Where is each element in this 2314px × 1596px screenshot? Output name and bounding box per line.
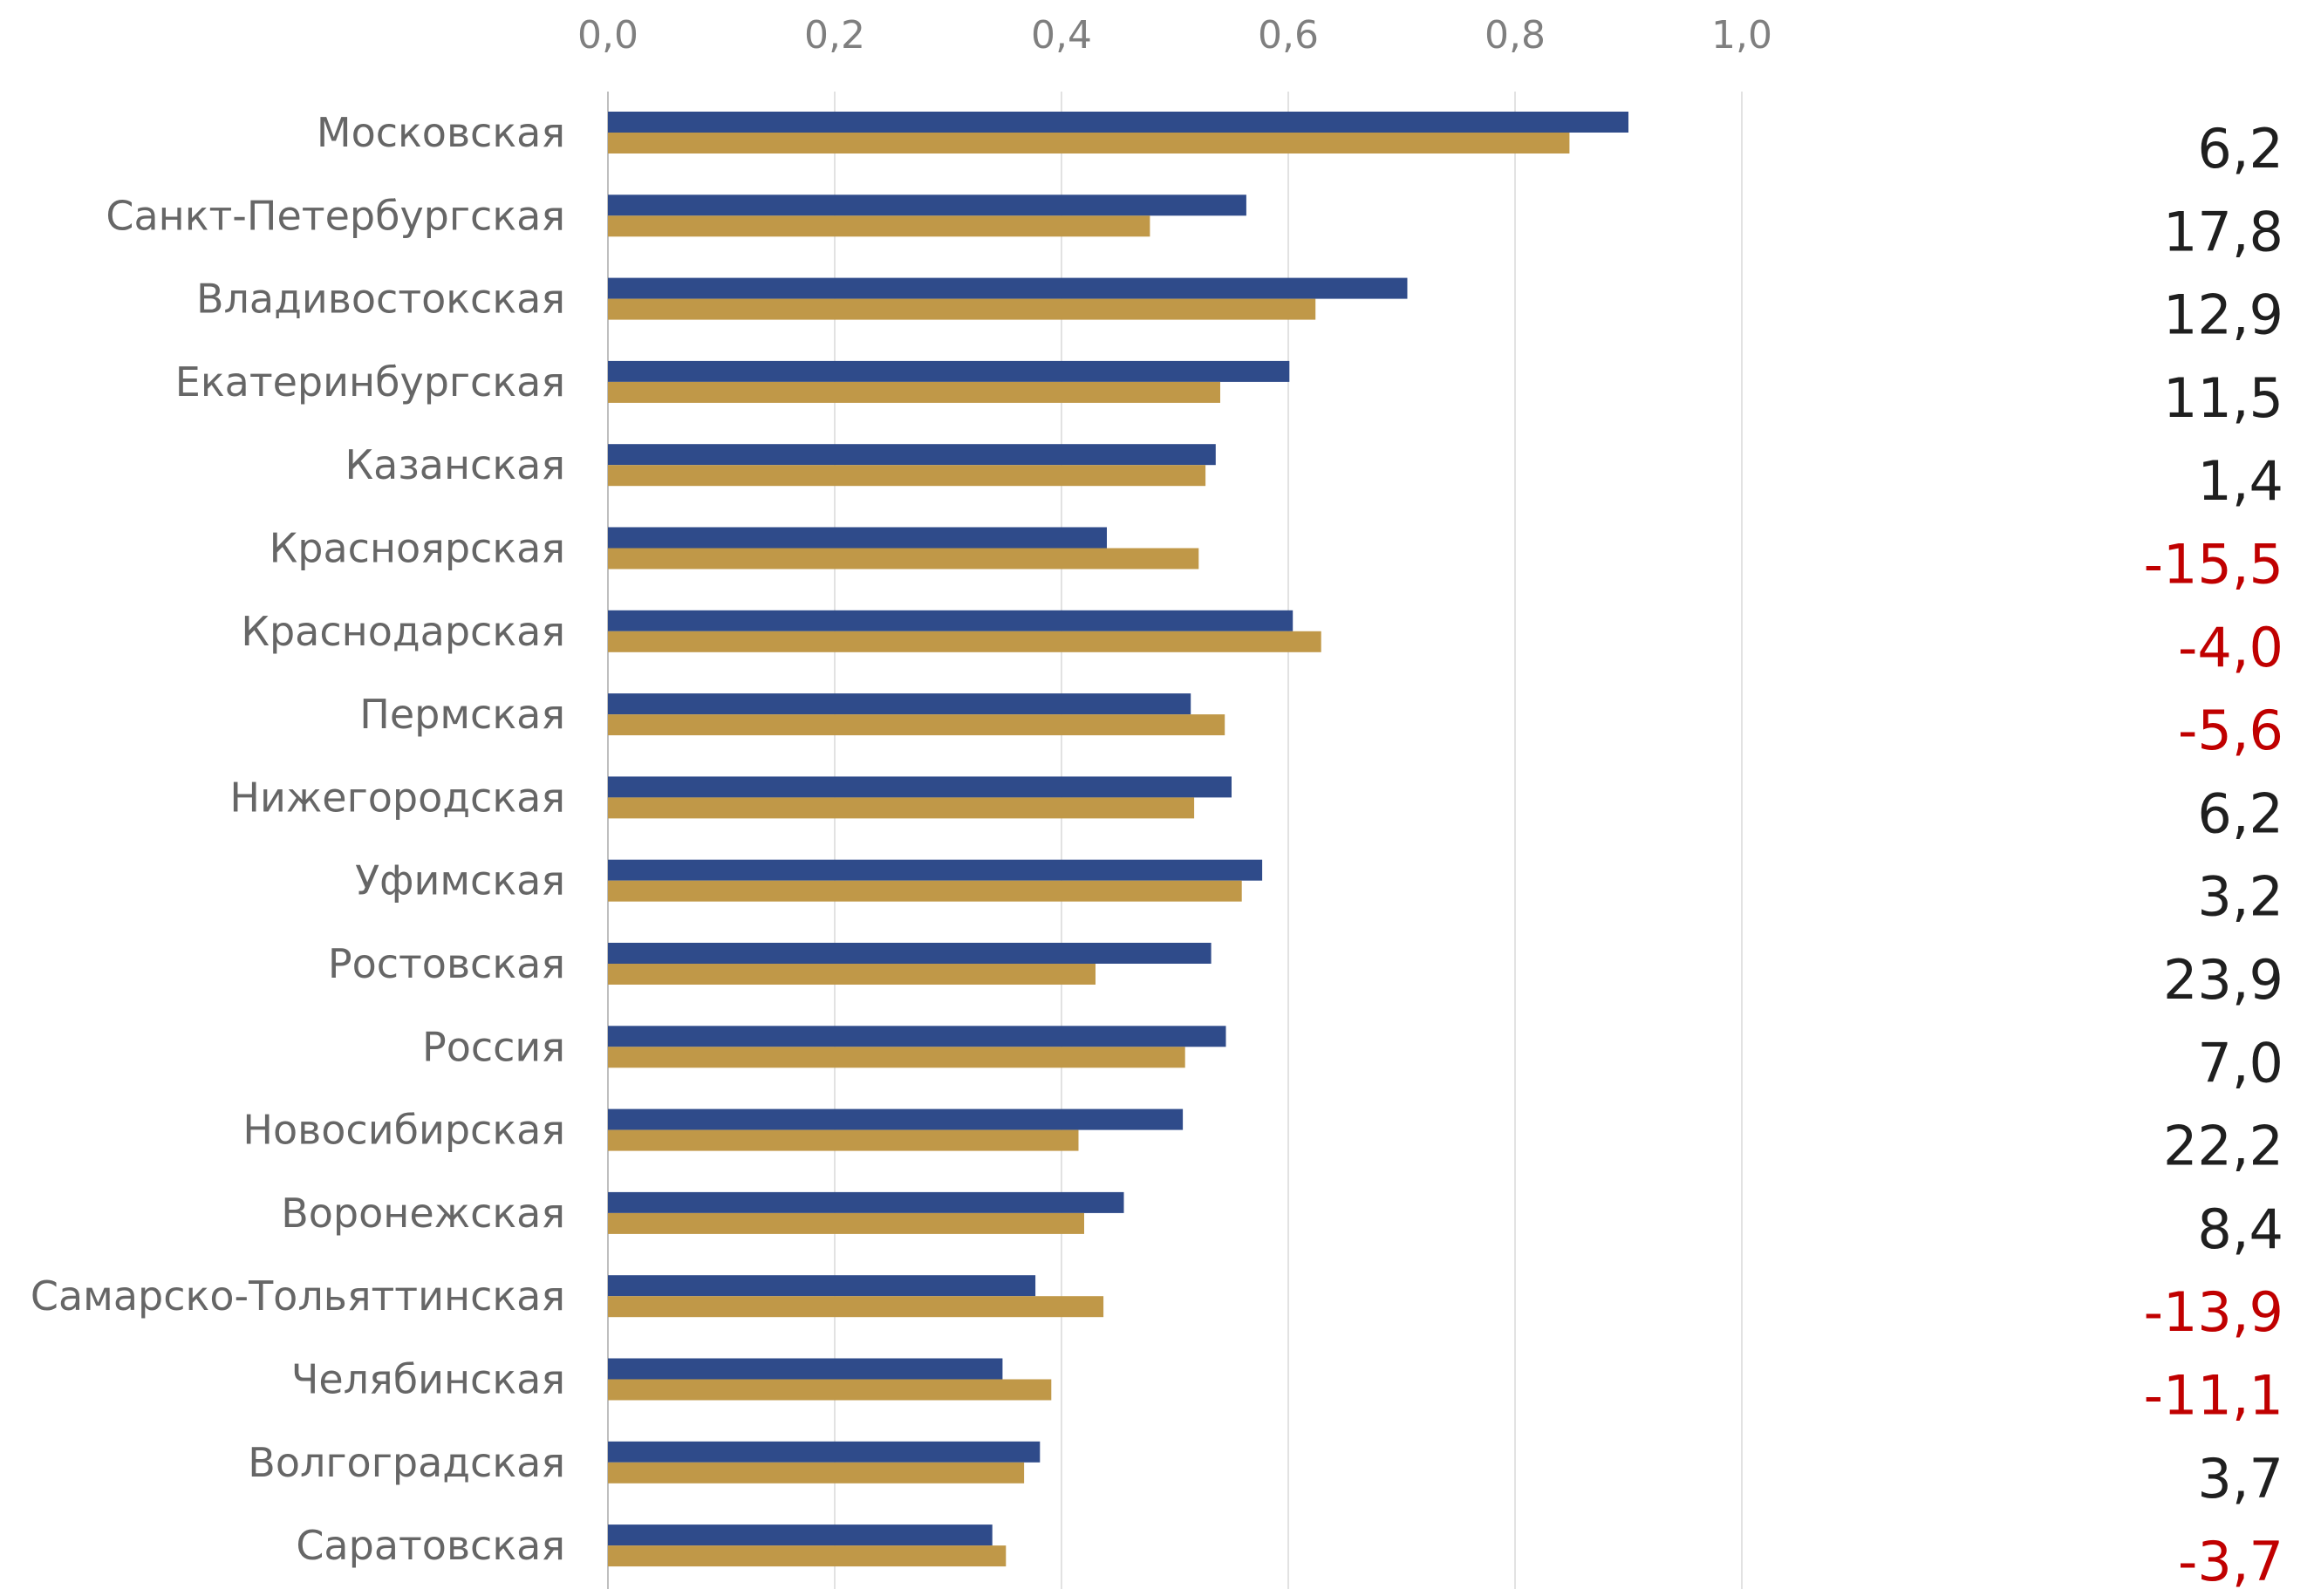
change-value-label: -13,9	[2144, 1280, 2283, 1344]
change-value-label: 23,9	[2163, 948, 2283, 1012]
bar-series-2	[608, 797, 1195, 819]
change-value-label: -3,7	[2178, 1530, 2283, 1593]
change-value-label: 6,2	[2197, 781, 2283, 845]
category-label: Россия	[422, 1023, 565, 1070]
change-value-label: 3,2	[2197, 865, 2283, 929]
bar-series-1	[608, 1441, 1041, 1463]
category-label: Волгоградская	[248, 1439, 565, 1486]
change-value-label: 12,9	[2163, 283, 2283, 347]
bar-series-2	[608, 1379, 1052, 1401]
bar-series-1	[608, 194, 1246, 216]
change-labels: 6,2 17,8 12,9 11,5 1,4 -15,5 -4,0 -5,6 6,2 3,2 23,…	[2144, 117, 2283, 1593]
bar-series-1	[608, 1358, 1003, 1380]
change-value-label: 22,2	[2163, 1115, 2283, 1178]
bar-series-2	[608, 215, 1150, 237]
bar-series-2	[608, 1047, 1185, 1068]
x-axis-ticks: 0,0 0,2 0,4 0,6 0,8 1,0	[577, 13, 1772, 58]
bar-series-1	[608, 1191, 1124, 1213]
category-label: Санкт-Петербургская	[106, 192, 565, 239]
bar-series-2	[608, 1462, 1025, 1483]
x-tick-label: 0,4	[1031, 13, 1092, 58]
bar-series-1	[608, 693, 1191, 715]
bar-series-1	[608, 943, 1212, 964]
category-label: Владивостокская	[196, 276, 565, 323]
category-labels: Московская Санкт-Петербургская Владивосток…	[31, 109, 565, 1569]
x-tick-label: 0,2	[804, 13, 865, 58]
bar-series-2	[608, 133, 1570, 153]
category-label: Московская	[317, 109, 565, 156]
bars	[608, 112, 1628, 1567]
category-label: Новосибирская	[242, 1107, 565, 1154]
change-value-label: -15,5	[2144, 533, 2283, 597]
gridlines	[607, 92, 1743, 1589]
category-label: Ростовская	[328, 940, 565, 987]
bar-series-2	[608, 298, 1316, 320]
change-value-label: 3,7	[2197, 1447, 2283, 1511]
bar-series-2	[608, 1296, 1104, 1318]
bar-series-2	[608, 465, 1206, 487]
category-label: Казанская	[345, 441, 565, 488]
bar-series-2	[608, 631, 1321, 652]
bar-series-2	[608, 714, 1225, 736]
bar-series-2	[608, 1129, 1079, 1151]
change-value-label: -5,6	[2178, 699, 2283, 762]
category-label: Саратовская	[296, 1522, 565, 1569]
bar-series-1	[608, 859, 1263, 881]
bar-series-2	[608, 880, 1242, 902]
bar-series-1	[608, 1108, 1184, 1130]
category-label: Уфимская	[355, 857, 565, 904]
category-label: Челябинская	[291, 1356, 565, 1403]
change-value-label: 7,0	[2197, 1031, 2283, 1095]
change-value-label: 1,4	[2197, 449, 2283, 513]
bar-series-2	[608, 548, 1199, 570]
x-tick-label: 0,6	[1258, 13, 1319, 58]
category-label: Пермская	[359, 691, 565, 738]
change-value-label: 11,5	[2163, 366, 2283, 430]
x-tick-label: 0,8	[1485, 13, 1546, 58]
bar-series-1	[608, 1026, 1226, 1047]
bar-series-1	[608, 610, 1294, 631]
category-label: Краснодарская	[241, 608, 565, 655]
change-value-label: -11,1	[2144, 1364, 2283, 1428]
x-tick-label: 0,0	[577, 13, 638, 58]
change-value-label: 17,8	[2163, 200, 2283, 263]
bar-series-1	[608, 527, 1107, 549]
bar-series-2	[608, 1545, 1007, 1567]
change-value-label: 6,2	[2197, 117, 2283, 181]
category-label: Нижегородская	[229, 774, 565, 821]
bar-series-2	[608, 1212, 1084, 1234]
bar-series-1	[608, 444, 1216, 466]
bar-series-1	[608, 1524, 993, 1546]
bar-series-2	[608, 381, 1220, 403]
category-label: Воронежская	[281, 1190, 565, 1237]
category-label: Екатеринбургская	[175, 358, 565, 406]
change-value-label: -4,0	[2178, 616, 2283, 679]
bar-series-1	[608, 776, 1232, 798]
x-tick-label: 1,0	[1711, 13, 1772, 58]
category-label: Самарско-Тольяттинская	[31, 1272, 565, 1320]
bar-series-1	[608, 360, 1290, 382]
bar-series-1	[608, 112, 1628, 133]
change-value-label: 8,4	[2197, 1197, 2283, 1261]
bar-series-2	[608, 964, 1096, 985]
bar-series-1	[608, 277, 1408, 299]
bar-series-1	[608, 1275, 1036, 1297]
category-label: Красноярская	[270, 525, 565, 572]
